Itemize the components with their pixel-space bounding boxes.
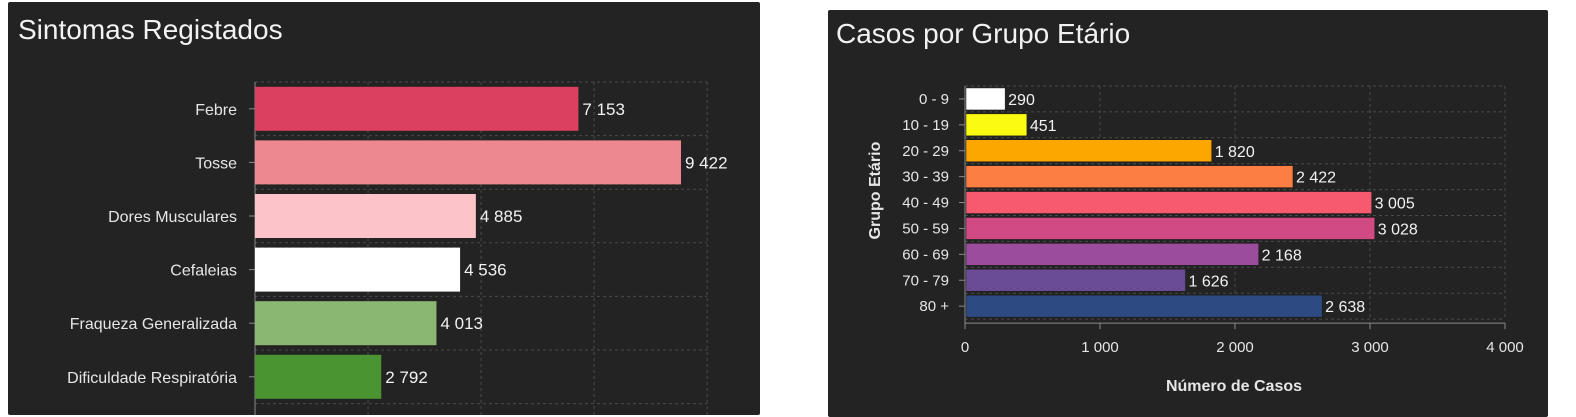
symptom-value-tosse: 9 422 — [685, 153, 728, 172]
age-value-70-79: 1 626 — [1189, 273, 1229, 290]
symptom-bar-dores-musculares — [255, 194, 476, 238]
symptom-value-cefaleias: 4 536 — [464, 261, 507, 280]
age-label-40-49: 40 - 49 — [902, 195, 949, 212]
symptom-value-dificuldade-respiratoria: 2 792 — [385, 368, 428, 387]
age-bar-80-plus — [965, 294, 1323, 318]
age-label-60-69: 60 - 69 — [902, 246, 949, 263]
age-bar-60-69 — [965, 243, 1259, 266]
age-label-80-plus: 80 + — [919, 298, 949, 315]
symptom-label-dores-musculares: Dores Musculares — [108, 209, 237, 226]
symptom-label-febre: Febre — [195, 102, 237, 119]
symptom-bar-cefaleias — [255, 247, 461, 292]
age-x-tick-label: 2 000 — [1216, 339, 1254, 356]
symptom-label-dificuldade-respiratoria: Dificuldade Respiratória — [67, 370, 237, 387]
age-label-10-19: 10 - 19 — [902, 117, 949, 134]
age-bar-20-29 — [965, 139, 1212, 162]
age-bar-40-49 — [965, 191, 1372, 214]
age-x-axis-title: Número de Casos — [1166, 378, 1302, 395]
symptom-value-febre: 7 153 — [582, 100, 625, 119]
age-bar-70-79 — [965, 269, 1186, 292]
age-value-80-plus: 2 638 — [1325, 299, 1365, 316]
age-x-tick-label: 1 000 — [1081, 339, 1119, 356]
age-label-20-29: 20 - 29 — [902, 143, 949, 160]
age-bar-chart: 0 - 9 290 10 - 19 451 20 - 29 1 820 30 - 39 2 4… — [867, 85, 1524, 395]
symptoms-bar-chart: Febre 7 153 Tosse 9 422 Dores Musculares 4 88… — [67, 81, 728, 415]
symptom-bar-tosse — [255, 140, 681, 185]
symptom-value-dores-musculares: 4 885 — [480, 207, 523, 226]
age-chart-title: Casos por Grupo Etário — [836, 18, 1131, 49]
age-grid — [965, 85, 1506, 320]
age-value-50-59: 3 028 — [1378, 221, 1418, 238]
age-label-30-39: 30 - 39 — [902, 169, 949, 186]
symptom-bar-dificuldade-respiratoria — [255, 354, 382, 399]
age-label-0-9: 0 - 9 — [919, 91, 949, 108]
age-value-40-49: 3 005 — [1375, 196, 1415, 213]
age-label-50-59: 50 - 59 — [902, 220, 949, 237]
symptom-bar-febre — [255, 86, 579, 131]
age-value-10-19: 451 — [1030, 118, 1057, 135]
age-value-30-39: 2 422 — [1296, 170, 1336, 187]
age-bar-10-19 — [965, 113, 1028, 137]
symptom-label-fraqueza-generalizada: Fraqueza Generalizada — [70, 316, 237, 333]
age-x-tick-label: 3 000 — [1351, 339, 1389, 356]
age-value-20-29: 1 820 — [1215, 144, 1255, 161]
age-x-tick-label: 0 — [961, 339, 969, 356]
symptom-value-fraqueza-generalizada: 4 013 — [440, 314, 483, 333]
age-bar-50-59 — [965, 217, 1376, 240]
symptoms-chart-title: Sintomas Registados — [18, 14, 283, 45]
age-bar-30-39 — [965, 165, 1294, 188]
age-value-0-9: 290 — [1008, 92, 1035, 109]
age-y-axis-title: Grupo Etário — [867, 141, 884, 239]
symptoms-chart-panel: Sintomas Registados Febre 7 153 Tosse 9 422… — [8, 2, 760, 415]
age-label-70-79: 70 - 79 — [902, 272, 949, 289]
symptom-label-cefaleias: Cefaleias — [170, 263, 237, 280]
symptom-bar-fraqueza-generalizada — [255, 301, 437, 346]
age-value-60-69: 2 168 — [1262, 247, 1302, 264]
age-chart-panel: Casos por Grupo Etário 0 - 9 290 10 - 19 45… — [828, 10, 1548, 417]
age-bar-0-9 — [965, 87, 1006, 111]
symptom-label-tosse: Tosse — [195, 155, 237, 172]
age-x-tick-label: 4 000 — [1486, 339, 1524, 356]
